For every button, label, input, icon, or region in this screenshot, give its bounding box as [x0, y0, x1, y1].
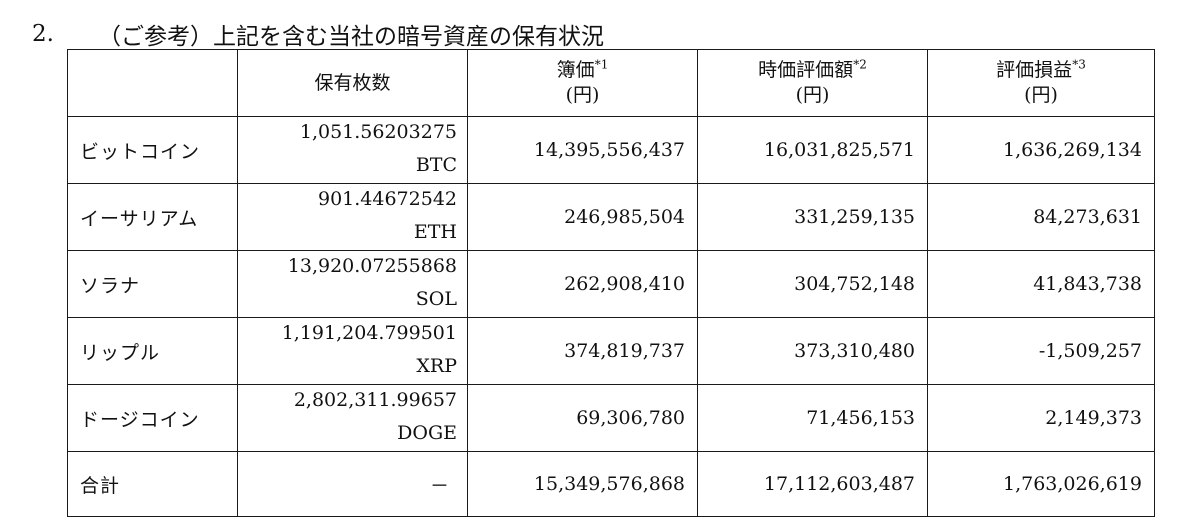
holding-ticker: ETH [413, 221, 457, 243]
header-holdings: 保有枚数 [237, 49, 468, 117]
header-valuation-gain-unit: (円) [1024, 84, 1058, 106]
table-header-row: 保有枚数 簿価*1 (円) 時価評価額*2 (円) 評価損益*3 (円) [67, 49, 1155, 117]
header-valuation-gain-label: 評価損益 [996, 59, 1073, 82]
asset-name: ビットコイン [67, 116, 238, 184]
holding-cell: 1,051.56203275 BTC [237, 116, 468, 184]
table-total-row: 合計 － 15,349,576,868 17,112,603,487 1,763… [67, 451, 1155, 517]
header-market-value: 時価評価額*2 (円) [697, 49, 928, 117]
book-value-cell: 374,819,737 [467, 317, 698, 385]
holding-quantity: 1,191,204.799501 [281, 322, 457, 345]
section-number: 2. [32, 21, 54, 47]
asset-name: ソラナ [67, 250, 238, 318]
market-value-cell: 373,310,480 [697, 317, 928, 385]
asset-name: イーサリアム [67, 183, 238, 251]
crypto-holdings-table: 保有枚数 簿価*1 (円) 時価評価額*2 (円) 評価損益*3 (円) [67, 49, 1155, 517]
holding-quantity: 2,802,311.99657 [293, 389, 457, 412]
asset-name: ドージコイン [67, 384, 238, 452]
valuation-gain-cell: 84,273,631 [927, 183, 1155, 251]
header-book-value-label: 簿価 [556, 59, 595, 82]
total-quantity: － [237, 451, 468, 517]
section-title: （ご参考）上記を含む当社の暗号資産の保有状況 [98, 24, 604, 50]
valuation-gain-cell: 1,636,269,134 [927, 116, 1155, 184]
total-valuation-gain: 1,763,026,619 [927, 451, 1155, 517]
total-label: 合計 [67, 451, 238, 517]
table-row: イーサリアム 901.44672542 ETH 246,985,504 331,… [67, 183, 1155, 251]
book-value-cell: 246,985,504 [467, 183, 698, 251]
section-heading: 2. （ご参考）上記を含む当社の暗号資産の保有状況 [32, 16, 604, 52]
table-row: リップル 1,191,204.799501 XRP 374,819,737 37… [67, 317, 1155, 385]
footnote-marker: *1 [594, 57, 609, 72]
market-value-cell: 16,031,825,571 [697, 116, 928, 184]
book-value-cell: 69,306,780 [467, 384, 698, 452]
footnote-marker: *3 [1072, 57, 1086, 72]
header-book-value-unit: (円) [565, 84, 600, 106]
header-market-value-unit: (円) [795, 84, 830, 106]
header-valuation-gain: 評価損益*3 (円) [927, 49, 1155, 117]
header-holdings-label: 保有枚数 [314, 71, 391, 94]
valuation-gain-cell: 2,149,373 [927, 384, 1155, 452]
footnote-marker: *2 [853, 57, 867, 72]
header-blank-cell [67, 49, 238, 117]
holding-ticker: SOL [415, 288, 457, 310]
holding-ticker: XRP [416, 355, 457, 377]
market-value-cell: 71,456,153 [697, 384, 928, 452]
table-row: ビットコイン 1,051.56203275 BTC 14,395,556,437… [67, 116, 1155, 184]
holding-cell: 13,920.07255868 SOL [237, 250, 468, 318]
book-value-cell: 262,908,410 [467, 250, 698, 318]
holding-cell: 901.44672542 ETH [237, 183, 468, 251]
holding-cell: 1,191,204.799501 XRP [237, 317, 468, 385]
holding-quantity: 13,920.07255868 [287, 255, 457, 278]
table-row: ドージコイン 2,802,311.99657 DOGE 69,306,780 7… [67, 384, 1155, 452]
table-row: ソラナ 13,920.07255868 SOL 262,908,410 304,… [67, 250, 1155, 318]
valuation-gain-cell: -1,509,257 [927, 317, 1155, 385]
header-market-value-label: 時価評価額 [758, 59, 854, 82]
holding-cell: 2,802,311.99657 DOGE [237, 384, 468, 452]
holding-quantity: 1,051.56203275 [299, 121, 457, 144]
asset-name: リップル [67, 317, 238, 385]
header-book-value: 簿価*1 (円) [467, 49, 698, 117]
holding-ticker: BTC [415, 154, 457, 176]
valuation-gain-cell: 41,843,738 [927, 250, 1155, 318]
total-book-value: 15,349,576,868 [467, 451, 698, 517]
holding-ticker: DOGE [397, 422, 457, 444]
market-value-cell: 304,752,148 [697, 250, 928, 318]
book-value-cell: 14,395,556,437 [467, 116, 698, 184]
total-market-value: 17,112,603,487 [697, 451, 928, 517]
holding-quantity: 901.44672542 [317, 188, 457, 211]
market-value-cell: 331,259,135 [697, 183, 928, 251]
